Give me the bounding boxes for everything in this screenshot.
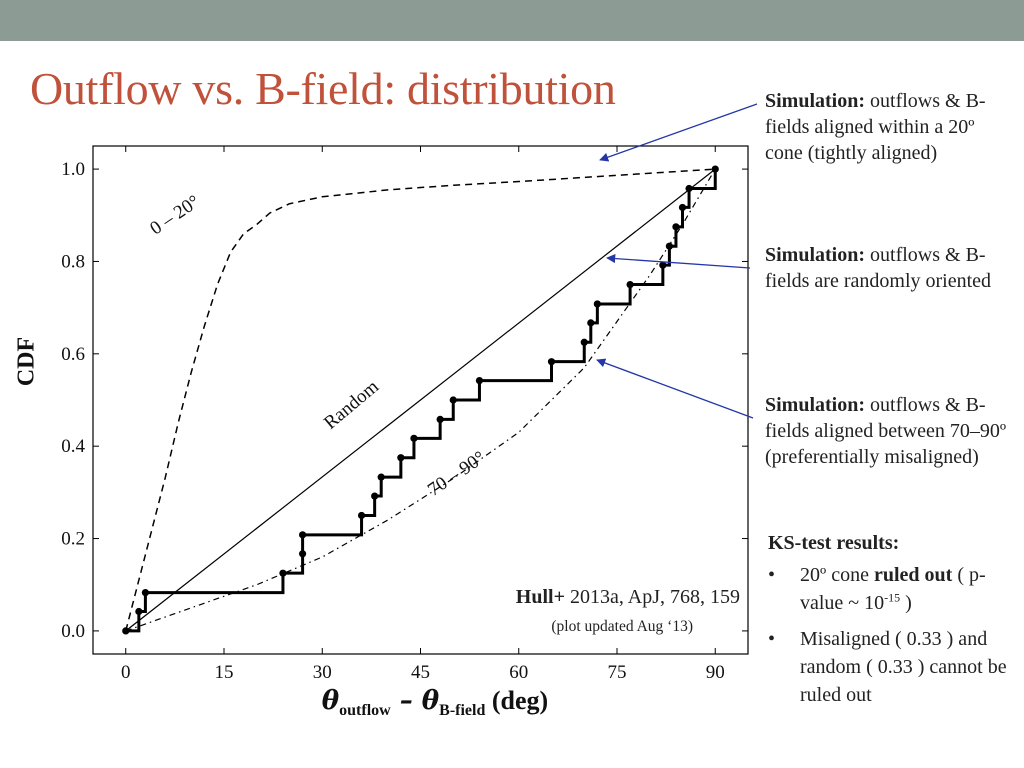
data-point	[397, 454, 405, 462]
data-point	[672, 223, 680, 231]
data-point	[593, 300, 601, 308]
x-label-sub: outflow	[339, 702, 391, 720]
y-tick-label: 1.0	[61, 159, 85, 180]
x-label-theta: θ	[321, 686, 340, 716]
note-text: outflows & B-fields aligned within a 20º…	[765, 90, 986, 164]
x-label-theta: – θ	[390, 686, 440, 716]
x-tick-label: 15	[215, 662, 234, 683]
x-label-sub: B-field	[439, 702, 486, 720]
data-point	[587, 319, 595, 327]
data-point	[678, 203, 687, 212]
note-text: outflows & B-fields aligned between 70–9…	[765, 394, 1007, 468]
y-tick-label: 0.0	[61, 621, 85, 642]
citation-author: Hull+	[515, 586, 565, 608]
data-point	[299, 550, 307, 558]
note-text: outflows & B-fields are randomly oriente…	[765, 244, 992, 292]
x-tick-label: 45	[411, 662, 430, 683]
curve-label: 0 – 20°	[146, 191, 203, 239]
series-70-90-	[125, 168, 716, 632]
data-point	[449, 396, 457, 404]
ks-item-text: 20º cone	[800, 564, 874, 586]
curve-label: 70 – 90°	[424, 447, 489, 501]
note-random: Simulation: outflows & B-fields are rand…	[765, 242, 1015, 294]
arrow-misaligned	[596, 358, 754, 419]
data-point	[436, 415, 444, 423]
data-point	[685, 184, 693, 193]
x-tick-label: 30	[313, 662, 332, 683]
x-tick-label: 90	[706, 662, 725, 683]
ks-results: KS-test results: • 20º cone ruled out ( …	[768, 532, 1024, 717]
data-point	[299, 531, 307, 539]
x-tick-label: 75	[608, 662, 627, 683]
note-tightly-aligned: Simulation: outflows & B-fields aligned …	[765, 88, 1015, 166]
x-tick-label: 0	[121, 662, 131, 683]
ks-heading: KS-test results:	[768, 532, 900, 554]
y-tick-label: 0.2	[61, 529, 85, 550]
data-point	[410, 434, 418, 442]
data-point	[626, 280, 634, 289]
ks-item-text: )	[900, 592, 912, 614]
x-tick-label: 60	[509, 662, 528, 683]
ks-item-sup: -15	[884, 590, 901, 605]
data-point	[377, 473, 385, 481]
citation-ref: 2013a, ApJ, 768, 159	[565, 586, 740, 608]
arrow-tightly-aligned	[599, 103, 758, 162]
data-point	[357, 511, 366, 520]
x-label-unit: (deg)	[485, 686, 549, 715]
note-label: Simulation:	[765, 394, 866, 416]
data-point	[547, 358, 556, 366]
data-point	[371, 492, 379, 500]
ks-item-bold: ruled out	[873, 564, 953, 586]
data-point	[711, 165, 719, 173]
data-point	[141, 588, 149, 597]
x-axis-label: θoutflow – θB-field (deg)	[250, 686, 620, 720]
data-point	[659, 261, 667, 269]
ks-item-random: • Misaligned ( 0.33 ) and random ( 0.33 …	[768, 625, 1024, 709]
series-random	[125, 168, 716, 632]
slide-title: Outflow vs. B-field: distribution	[30, 63, 616, 114]
top-bar	[0, 0, 1024, 41]
citation-note: (plot updated Aug ‘13)	[551, 618, 693, 635]
y-tick-label: 0.8	[61, 251, 85, 272]
arrow-random	[606, 254, 751, 269]
ks-item-text: ( p-value ~ 10	[800, 564, 986, 614]
series-0-20-	[125, 168, 716, 632]
bullet-icon: •	[768, 628, 776, 650]
data-point	[279, 569, 287, 577]
y-axis-label: CDF	[13, 336, 40, 387]
data-point	[665, 242, 674, 250]
note-label: Simulation:	[765, 244, 866, 266]
citation: Hull+ 2013a, ApJ, 768, 159	[440, 586, 740, 609]
bullet-icon: •	[768, 564, 776, 586]
data-point	[580, 338, 588, 346]
y-tick-label: 0.4	[61, 436, 85, 457]
curve-label: Random	[320, 376, 383, 434]
data-point	[475, 377, 484, 385]
ks-item-text: Misaligned ( 0.33 ) and random ( 0.33 ) …	[800, 628, 1007, 706]
data-point	[135, 607, 143, 616]
data-point	[122, 627, 130, 635]
note-label: Simulation:	[765, 90, 866, 112]
y-tick-label: 0.6	[61, 344, 85, 365]
ks-item-cone: • 20º cone ruled out ( p-value ~ 10-15 )	[768, 561, 1024, 617]
note-misaligned: Simulation: outflows & B-fields aligned …	[765, 392, 1015, 470]
